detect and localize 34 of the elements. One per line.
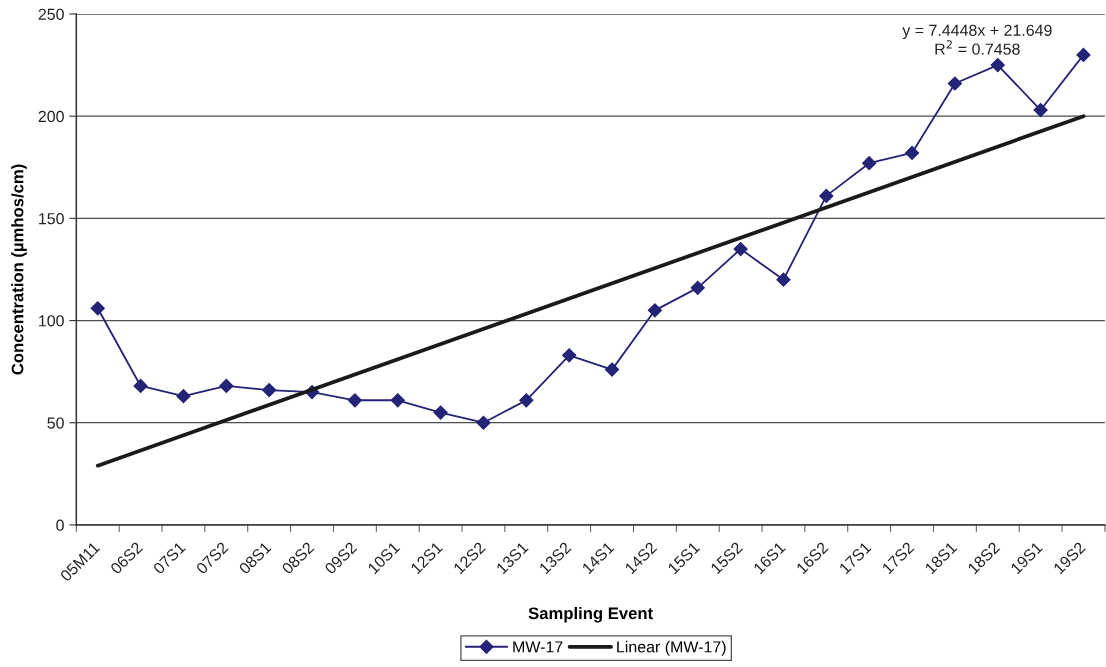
y-axis-title: Concentration (µmhos/cm) [11,164,27,375]
x-axis-title: Sampling Event [528,606,653,623]
point [476,415,491,430]
point [733,241,748,257]
point [347,393,362,408]
point [262,382,277,398]
point [1033,102,1048,118]
y-tick-label: 100 [39,315,64,327]
point [433,405,448,420]
point [133,378,148,394]
point [819,188,834,203]
legend-label: MW-17 [513,641,563,653]
y-tick-label: 0 [56,519,64,531]
y-tick-label: 200 [38,110,64,123]
point [562,348,577,363]
point [1076,47,1091,62]
point [904,145,920,161]
point [647,303,662,318]
point [776,272,791,287]
y-tick-label: 250 [38,8,64,20]
point [519,393,534,408]
y-tick-label: 50 [47,417,64,429]
point [176,389,191,404]
point [219,378,234,394]
y-tick-label: 150 [39,213,64,225]
point [862,156,877,171]
point [947,76,962,91]
point [990,58,1005,73]
point [690,280,705,295]
point [604,362,620,377]
point [390,393,405,408]
legend-label: Linear (MW-17) [617,640,726,656]
annotation: y = 7.4448x + 21.649 R$^{2}$ = 0.7458 [902,24,1052,55]
point [90,301,105,316]
